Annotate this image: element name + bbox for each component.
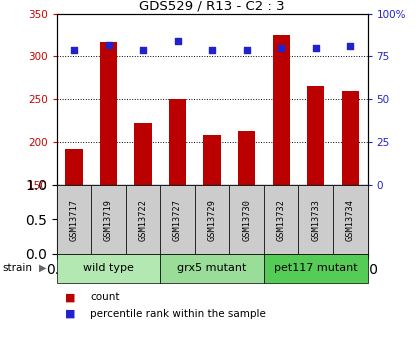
Bar (229, 185, 264, 254)
Bar (203, 135, 221, 185)
Text: pet117 mutant: pet117 mutant (274, 263, 357, 273)
Text: GSM13732: GSM13732 (277, 199, 286, 242)
Title: GDS529 / R13 - C2 : 3: GDS529 / R13 - C2 : 3 (139, 0, 285, 13)
Bar (57, 185, 91, 254)
Bar (333, 185, 368, 254)
Point (71, 47, 77, 52)
Bar (238, 131, 255, 185)
Bar (341, 91, 359, 185)
Point (174, 38, 181, 44)
Bar (160, 254, 264, 283)
Text: GSM13733: GSM13733 (311, 199, 320, 242)
Text: GSM13722: GSM13722 (139, 199, 147, 242)
Point (105, 42, 112, 47)
Text: strain: strain (2, 263, 32, 273)
Text: GSM13734: GSM13734 (346, 199, 355, 242)
Text: count: count (90, 293, 120, 302)
Bar (57, 254, 160, 283)
Bar (100, 42, 117, 185)
Point (312, 45, 319, 51)
Bar (91, 185, 126, 254)
Text: ■: ■ (65, 293, 76, 302)
Text: GSM13729: GSM13729 (207, 199, 217, 242)
Point (243, 47, 250, 52)
Bar (160, 185, 195, 254)
Bar (134, 123, 152, 185)
Text: grx5 mutant: grx5 mutant (177, 263, 247, 273)
Bar (169, 99, 186, 185)
Text: GSM13730: GSM13730 (242, 199, 251, 242)
Bar (264, 254, 368, 283)
Text: GSM13717: GSM13717 (69, 199, 79, 242)
Bar (126, 185, 160, 254)
Text: ▶: ▶ (39, 263, 47, 273)
Text: GSM13727: GSM13727 (173, 199, 182, 242)
Text: ■: ■ (65, 309, 76, 319)
Point (140, 47, 147, 52)
Bar (195, 185, 229, 254)
Bar (66, 149, 83, 185)
Bar (307, 86, 324, 185)
Text: GSM13719: GSM13719 (104, 199, 113, 242)
Point (278, 45, 284, 51)
Point (347, 43, 354, 49)
Text: wild type: wild type (83, 263, 134, 273)
Point (209, 47, 215, 52)
Bar (264, 185, 299, 254)
Bar (299, 185, 333, 254)
Text: percentile rank within the sample: percentile rank within the sample (90, 309, 266, 319)
Bar (273, 35, 290, 185)
